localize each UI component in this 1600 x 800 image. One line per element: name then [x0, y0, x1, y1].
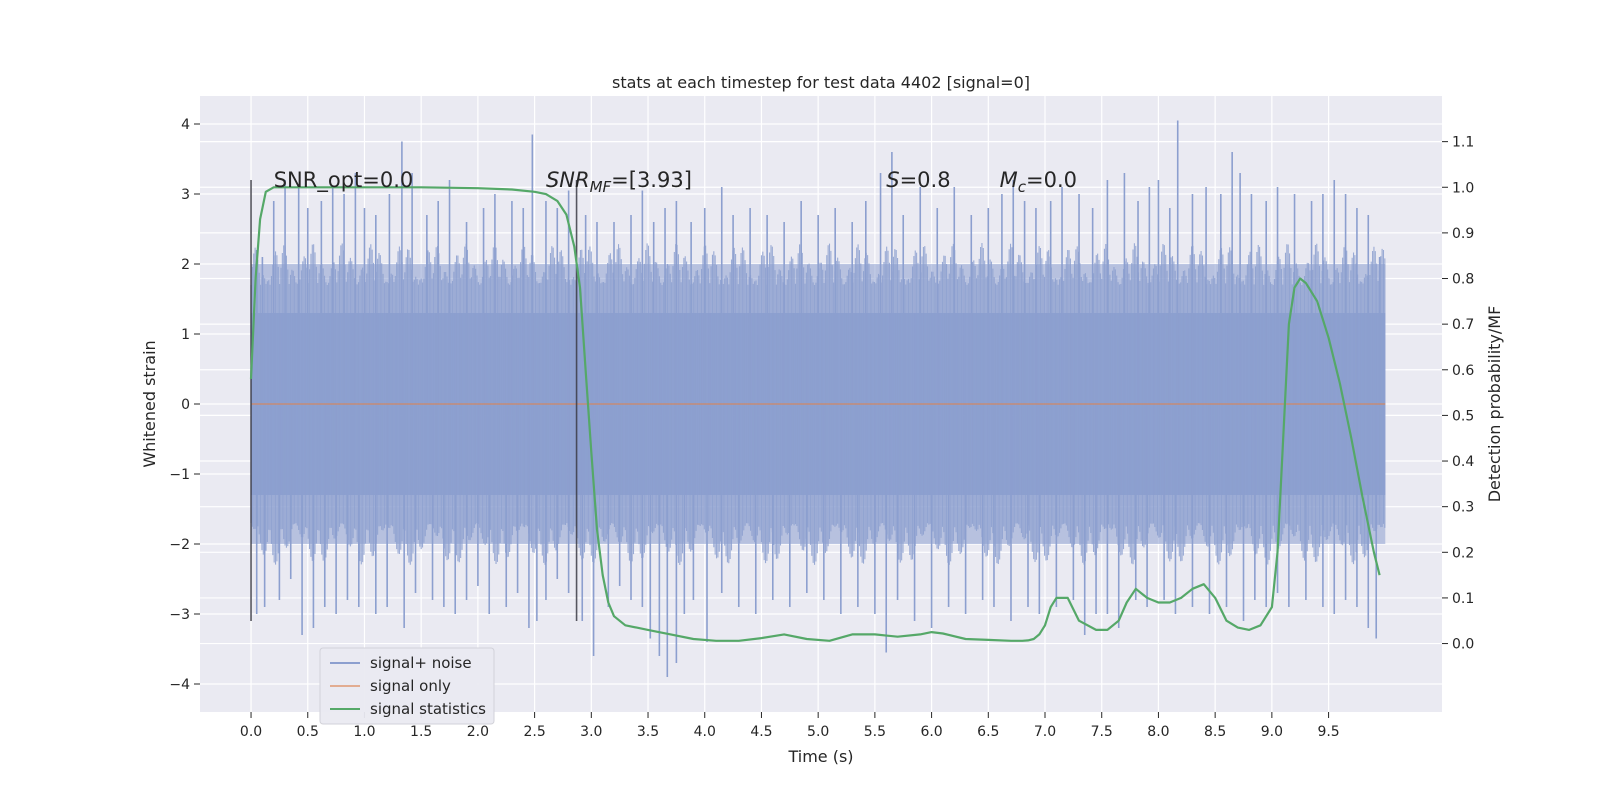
y-tick-label-right: 0.9 — [1452, 226, 1474, 242]
y-tick-label-left: 1 — [181, 327, 190, 343]
annotation-main: SNR — [546, 168, 590, 192]
y-tick-label-left: −1 — [169, 467, 190, 483]
y-tick-label-right: 0.2 — [1452, 545, 1474, 561]
x-tick-label: 4.0 — [694, 724, 716, 740]
signal-statistics-line — [249, 186, 1381, 642]
x-tick-label: 9.5 — [1317, 724, 1339, 740]
annotation-subscript: c — [1018, 178, 1027, 196]
x-tick-label: 3.5 — [637, 724, 659, 740]
x-tick-label: 0.0 — [240, 724, 262, 740]
y-tick-label-right: 1.0 — [1452, 180, 1474, 196]
x-tick-label: 9.0 — [1261, 724, 1283, 740]
x-tick-label: 2.5 — [523, 724, 545, 740]
y-tick-label-right: 0.3 — [1452, 500, 1474, 516]
annotation-subscript: MF — [590, 178, 612, 196]
y-axis-label-left: Whitened strain — [140, 340, 159, 467]
y-tick-label-left: −4 — [169, 677, 190, 693]
legend-label-signal-noise: signal+ noise — [370, 654, 472, 672]
annotations: SNR_opt=0.0 SNRMF=[3.93] S=0.8 Mc=0.0 — [274, 168, 1077, 196]
x-tick-label: 1.5 — [410, 724, 432, 740]
x-tick-label: 2.0 — [467, 724, 489, 740]
series-signal-statistics — [249, 186, 1381, 642]
annotation-main: S — [886, 168, 899, 192]
axis-ticks: 0.0 0.5 1.0 1.5 2.0 2.5 3.0 3.5 4.0 4.5 5.0 5.5 6.0 6… — [169, 117, 1474, 740]
y-tick-label-right: 0.6 — [1452, 363, 1474, 379]
x-tick-label: 5.5 — [864, 724, 886, 740]
y-tick-label-right: 0.5 — [1452, 408, 1474, 424]
y-axis-label-right: Detection probability/MF — [1485, 306, 1504, 503]
x-tick-label: 6.0 — [920, 724, 942, 740]
annotation-main: M — [1000, 168, 1018, 192]
annotation-value: =0.0 — [1026, 168, 1077, 192]
annotation-0: SNR_opt=0.0 — [274, 168, 414, 193]
legend-label-signal-statistics: signal statistics — [370, 700, 486, 718]
x-tick-label: 1.0 — [353, 724, 375, 740]
x-tick-label: 6.5 — [977, 724, 999, 740]
y-tick-label-left: 2 — [181, 257, 190, 273]
y-tick-label-right: 0.7 — [1452, 317, 1474, 333]
x-tick-label: 8.0 — [1147, 724, 1169, 740]
annotation-2: S=0.8 — [886, 168, 950, 192]
annotation-value: =0.8 — [900, 168, 951, 192]
y-tick-label-right: 0.0 — [1452, 637, 1474, 653]
annotation-value: =[3.93] — [611, 168, 692, 192]
legend-label-signal-only: signal only — [370, 677, 451, 695]
annotation-1: SNRMF=[3.93] — [546, 168, 692, 196]
y-tick-label-left: 3 — [181, 187, 190, 203]
vertical-markers — [250, 180, 578, 621]
y-tick-label-right: 1.1 — [1452, 135, 1474, 151]
x-tick-label: 3.0 — [580, 724, 602, 740]
y-tick-label-left: −3 — [169, 607, 190, 623]
y-tick-label-left: −2 — [169, 537, 190, 553]
x-tick-label: 0.5 — [297, 724, 319, 740]
y-tick-label-right: 0.4 — [1452, 454, 1474, 470]
x-tick-label: 5.0 — [807, 724, 829, 740]
y-tick-label-right: 0.8 — [1452, 272, 1474, 288]
x-tick-label: 7.5 — [1091, 724, 1113, 740]
x-tick-label: 7.0 — [1034, 724, 1056, 740]
annotation-3: Mc=0.0 — [1000, 168, 1077, 196]
chart-title: stats at each timestep for test data 440… — [612, 73, 1030, 92]
x-tick-label: 8.5 — [1204, 724, 1226, 740]
legend-box — [319, 647, 495, 725]
x-tick-label: 4.5 — [750, 724, 772, 740]
y-tick-label-left: 0 — [181, 397, 190, 413]
y-tick-label-left: 4 — [181, 117, 190, 133]
y-tick-label-right: 0.1 — [1452, 591, 1474, 607]
legend: signal+ noise signal only signal statist… — [319, 647, 495, 725]
x-axis-label: Time (s) — [787, 747, 853, 766]
